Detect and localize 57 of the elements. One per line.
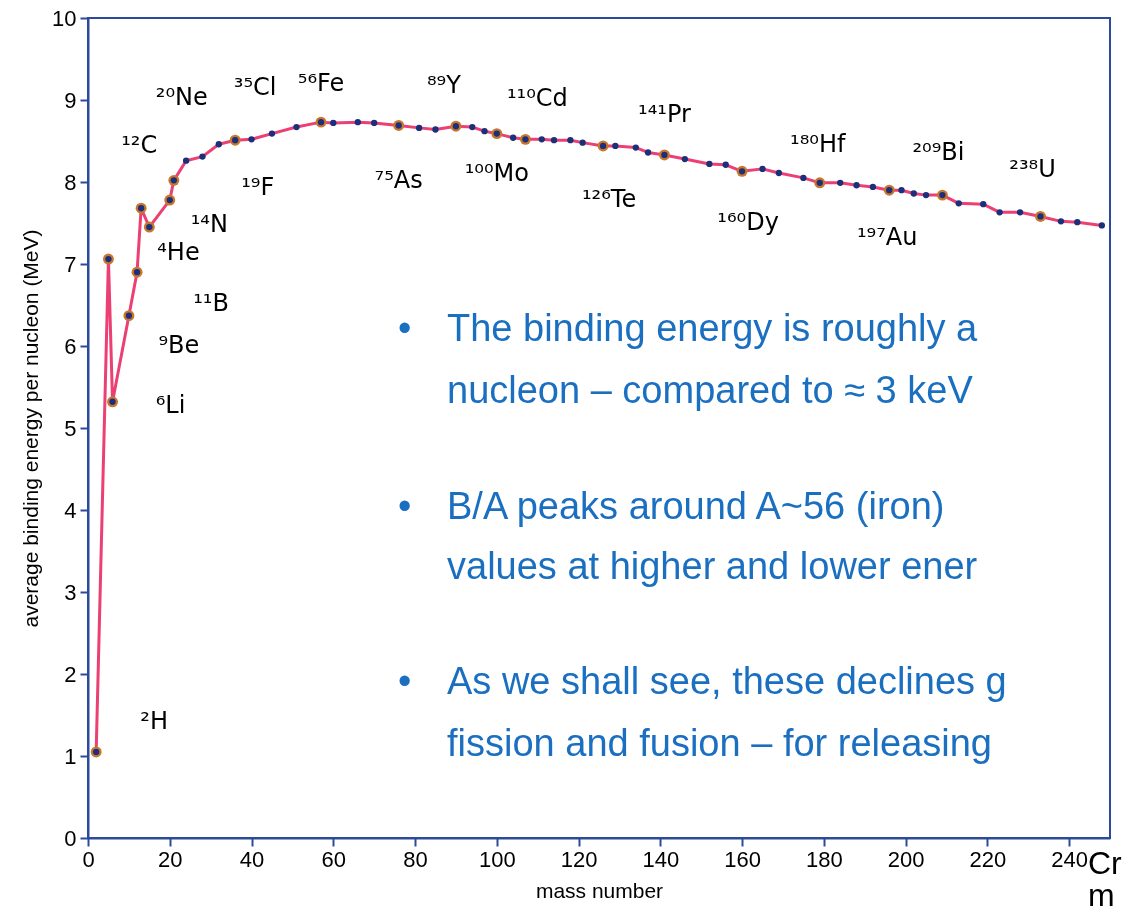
x-tick-label: 60 [321, 846, 347, 872]
annotation: ¹⁴¹Pr [638, 99, 691, 128]
annotation: ²H [140, 706, 169, 735]
y-tick-label: 9 [64, 87, 77, 113]
y-tick-label: 1 [64, 743, 77, 769]
y-tick-label: 4 [64, 497, 77, 523]
annotation: ²⁰Ne [155, 83, 208, 112]
annotation: As we shall see, these declines g [447, 660, 1007, 702]
x-tick-label: 200 [887, 846, 925, 872]
annotation: ¹⁴N [190, 210, 228, 239]
annotation: ¹⁰⁰Mo [464, 158, 529, 187]
annotation: The binding energy is roughly a [447, 307, 979, 349]
y-tick-label: 2 [64, 661, 77, 687]
annotation: ¹⁹F [241, 173, 275, 202]
annotation: ⁹Be [158, 330, 200, 359]
annotation: values at higher and lower ener [447, 545, 978, 587]
x-tick-label: 240 [1051, 846, 1088, 872]
annotation: ⁴He [157, 238, 200, 267]
annotation: fission and fusion – for releasing [447, 722, 992, 764]
x-tick-label: 160 [724, 846, 761, 872]
x-tick-label: 120 [560, 846, 598, 872]
y-tick-label: 10 [52, 5, 77, 31]
annotation: ⁷⁵As [374, 166, 423, 195]
x-tick-label: 0 [82, 846, 95, 872]
annotation: ¹¹⁰Cd [506, 84, 568, 113]
x-tick-label: 220 [969, 846, 1007, 872]
annotation: ¹¹B [193, 289, 229, 318]
y-tick-label: 3 [64, 579, 77, 605]
annotation: ⁸⁹Y [426, 71, 462, 100]
x-axis-title: mass number [535, 878, 664, 902]
annotation: ⁵⁶Fe [297, 69, 345, 98]
y-tick-label: 7 [64, 251, 77, 277]
annotation: ²⁰⁹Bi [912, 138, 965, 167]
x-tick-label: 40 [239, 846, 265, 872]
annotation: B/A peaks around A~56 (iron) [447, 485, 945, 527]
annotation: nucleon – compared to ≈ 3 keV [447, 369, 974, 411]
annotation: ³⁵Cl [233, 73, 277, 102]
x-tick-label: 180 [805, 846, 843, 872]
y-tick-label: 5 [64, 415, 77, 441]
annotation: ¹²⁶Te [581, 184, 637, 213]
annotation: ²³⁸U [1009, 155, 1056, 184]
annotation: ¹²C [121, 131, 158, 160]
y-tick-label: 6 [64, 333, 77, 359]
annotation: • [398, 485, 412, 527]
annotation: • [398, 660, 412, 702]
x-tick-label: 80 [403, 846, 428, 872]
annotation: ¹⁹⁷Au [857, 223, 918, 252]
x-tick-label: 140 [642, 846, 680, 872]
y-axis-title: average binding energy per nucleon (MeV) [19, 229, 43, 628]
y-tick-label: 0 [64, 825, 77, 851]
x-tick-label: 100 [478, 846, 516, 872]
annotation: ⁶Li [155, 390, 186, 419]
annotation: • [398, 307, 412, 349]
x-tick-label: 20 [158, 846, 183, 872]
annotation: ¹⁸⁰Hf [790, 129, 846, 158]
annotation: ¹⁶⁰Dy [717, 208, 779, 237]
y-tick-label: 8 [64, 169, 77, 195]
